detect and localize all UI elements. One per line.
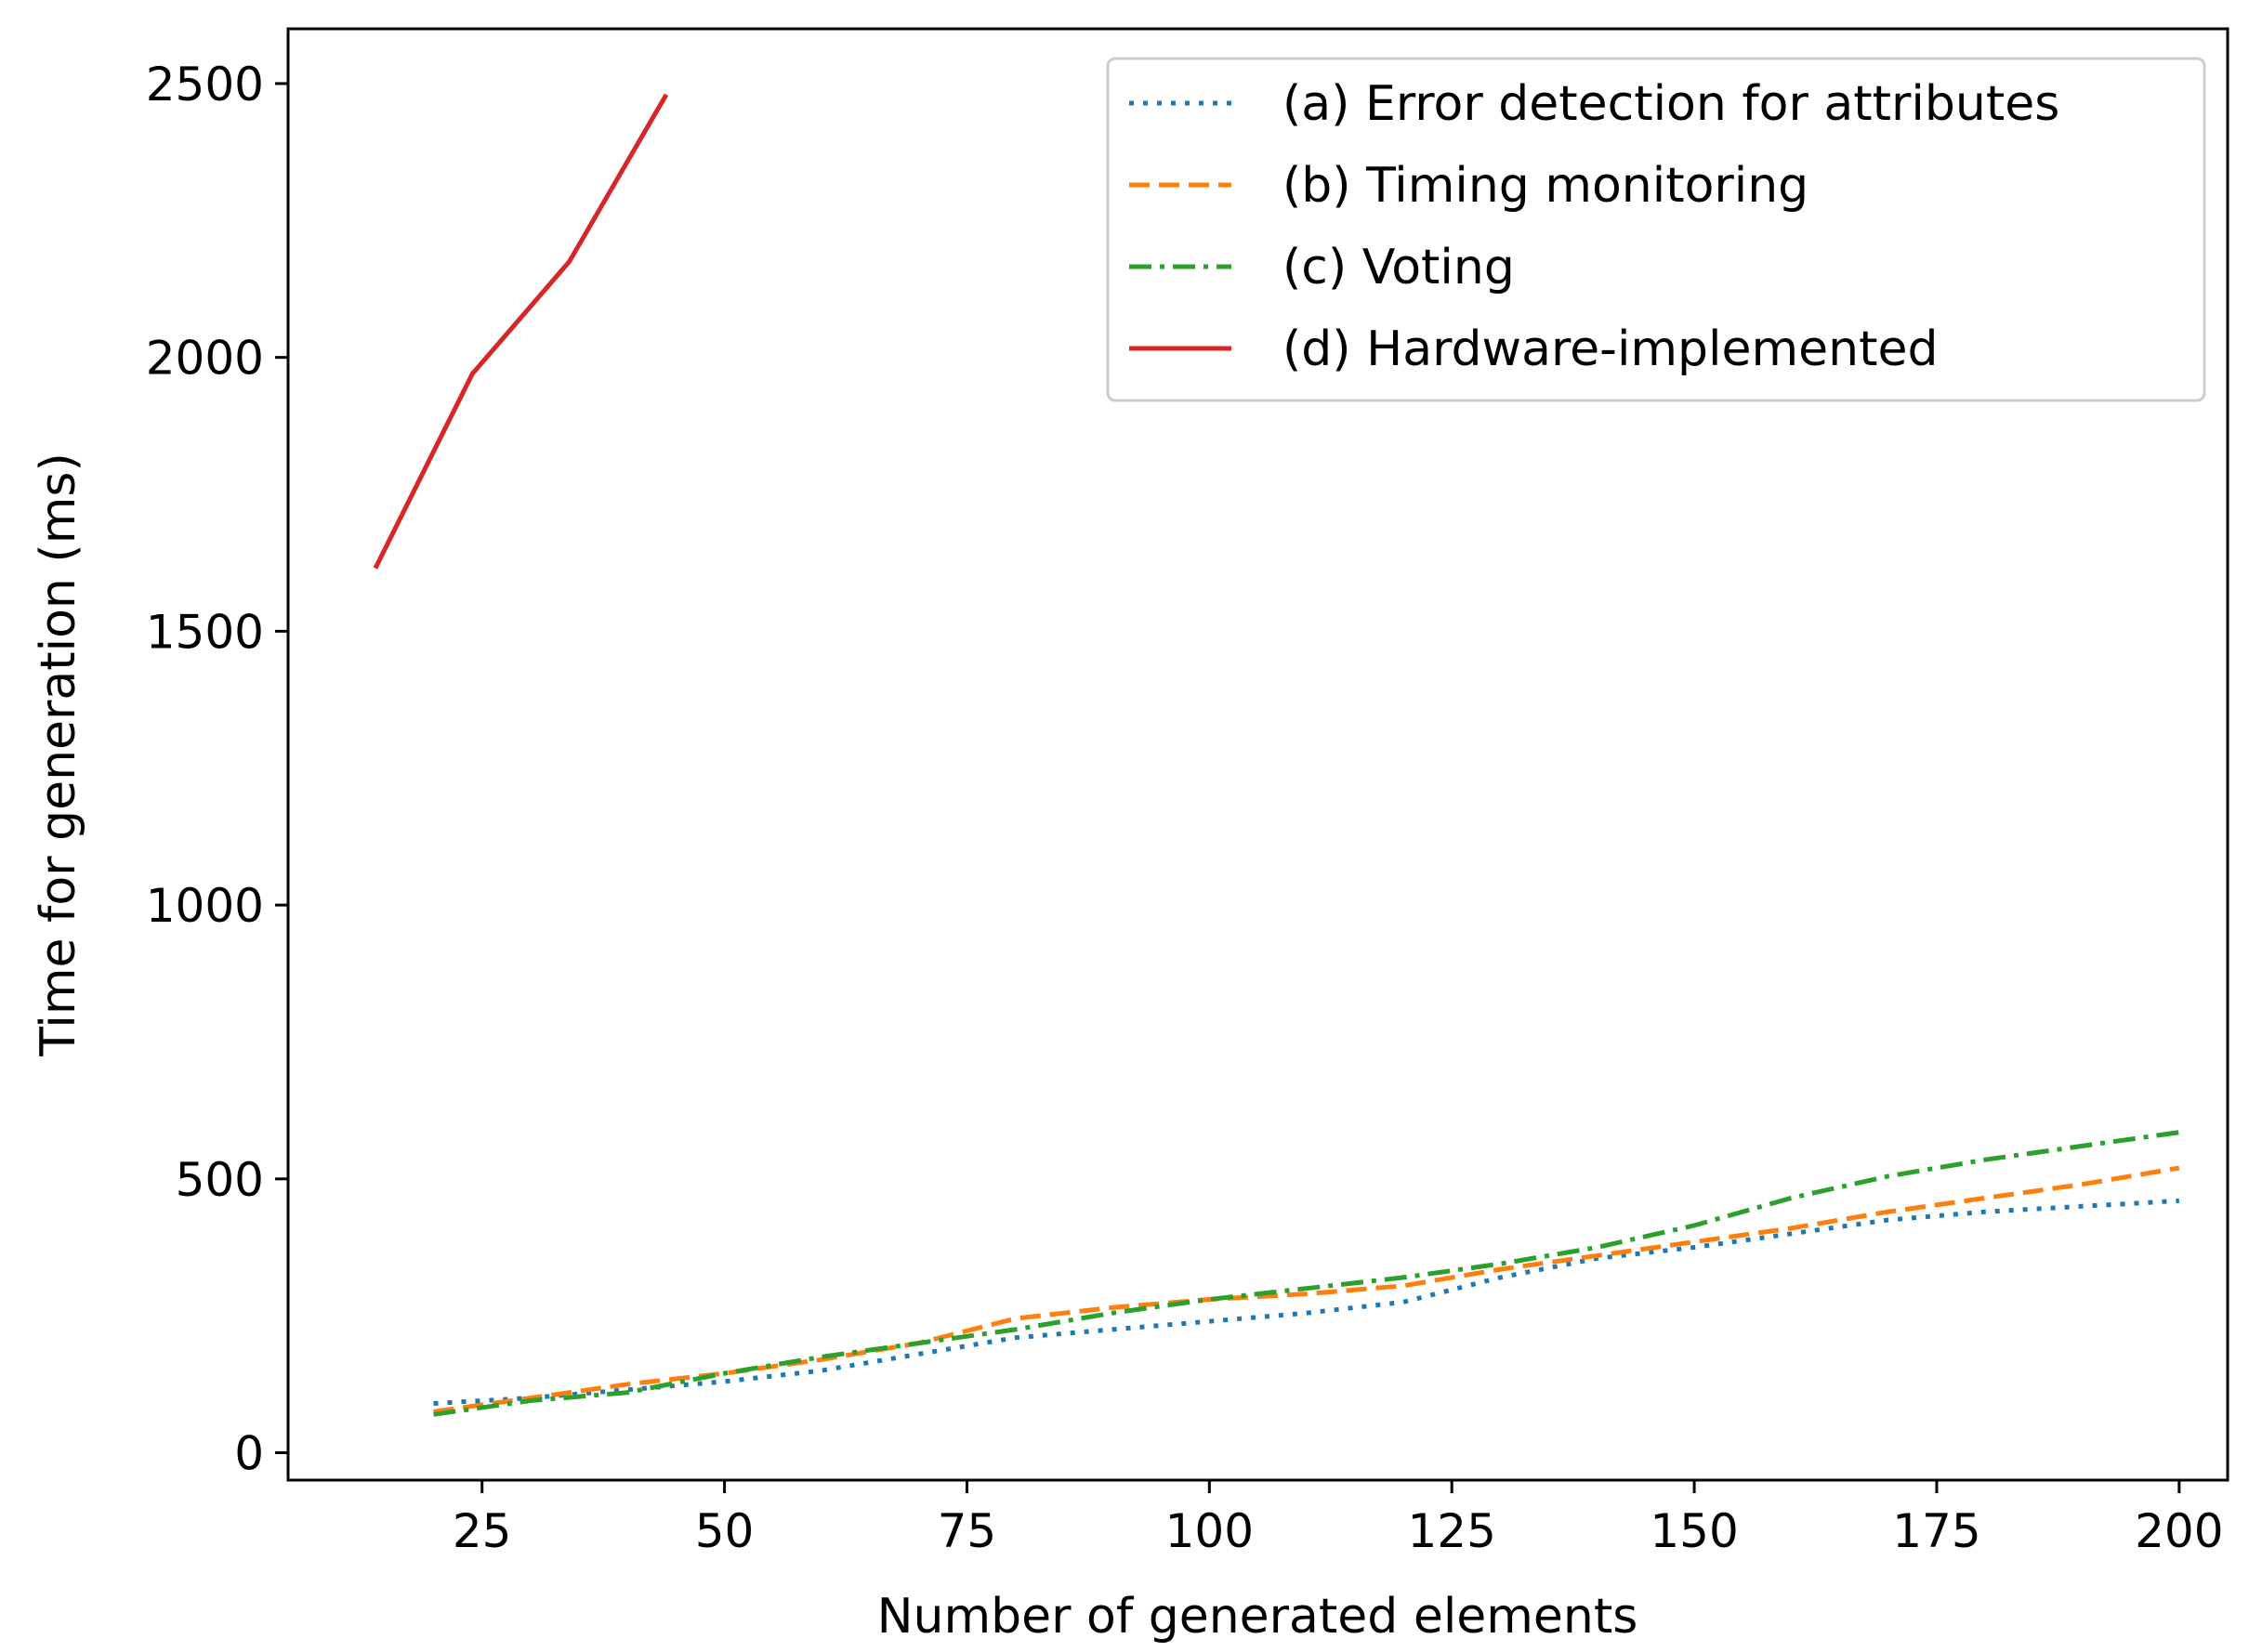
x-tick-label: 125 (1407, 1504, 1495, 1558)
x-tick-label: 25 (453, 1504, 512, 1558)
legend-label-d: (d) Hardware-implemented (1282, 321, 1938, 377)
y-tick-label: 2500 (146, 58, 264, 111)
series-layer (373, 93, 2180, 1417)
legend: (a) Error detection for attributes (b) Ti… (1106, 57, 2206, 402)
series-line-d (373, 93, 669, 570)
series-line-b (433, 1165, 2180, 1414)
legend-items: (a) Error detection for attributes (b) Ti… (1129, 76, 2059, 377)
legend-label-c: (c) Voting (1282, 240, 1515, 295)
legend-label-a: (a) Error detection for attributes (1282, 76, 2059, 132)
x-axis-ticks: 25 50 75 100 125 150 175 200 (453, 1480, 2224, 1558)
legend-frame (1106, 57, 2206, 402)
y-tick-label: 2000 (146, 332, 264, 386)
y-tick-label: 1500 (146, 605, 264, 659)
series-line-c (433, 1130, 2180, 1417)
series-line-a (433, 1198, 2179, 1406)
x-tick-label: 200 (2135, 1504, 2223, 1558)
x-tick-label: 175 (1892, 1504, 1980, 1558)
x-tick-label: 75 (938, 1504, 997, 1558)
y-tick-label: 0 (234, 1427, 264, 1481)
y-tick-label: 500 (176, 1153, 264, 1207)
plot-frame (286, 27, 2229, 1482)
x-tick-label: 150 (1650, 1504, 1738, 1558)
y-tick-label: 1000 (146, 879, 264, 933)
x-tick-label: 100 (1165, 1504, 1254, 1558)
x-tick-label: 50 (695, 1504, 755, 1558)
y-axis-label: Time for generation (ms) (31, 452, 86, 1056)
y-axis-ticks: 0 500 1000 1500 2000 2500 (146, 58, 288, 1481)
x-axis-label: Number of generated elements (877, 1589, 1638, 1645)
legend-label-b: (b) Timing monitoring (1282, 158, 1808, 214)
